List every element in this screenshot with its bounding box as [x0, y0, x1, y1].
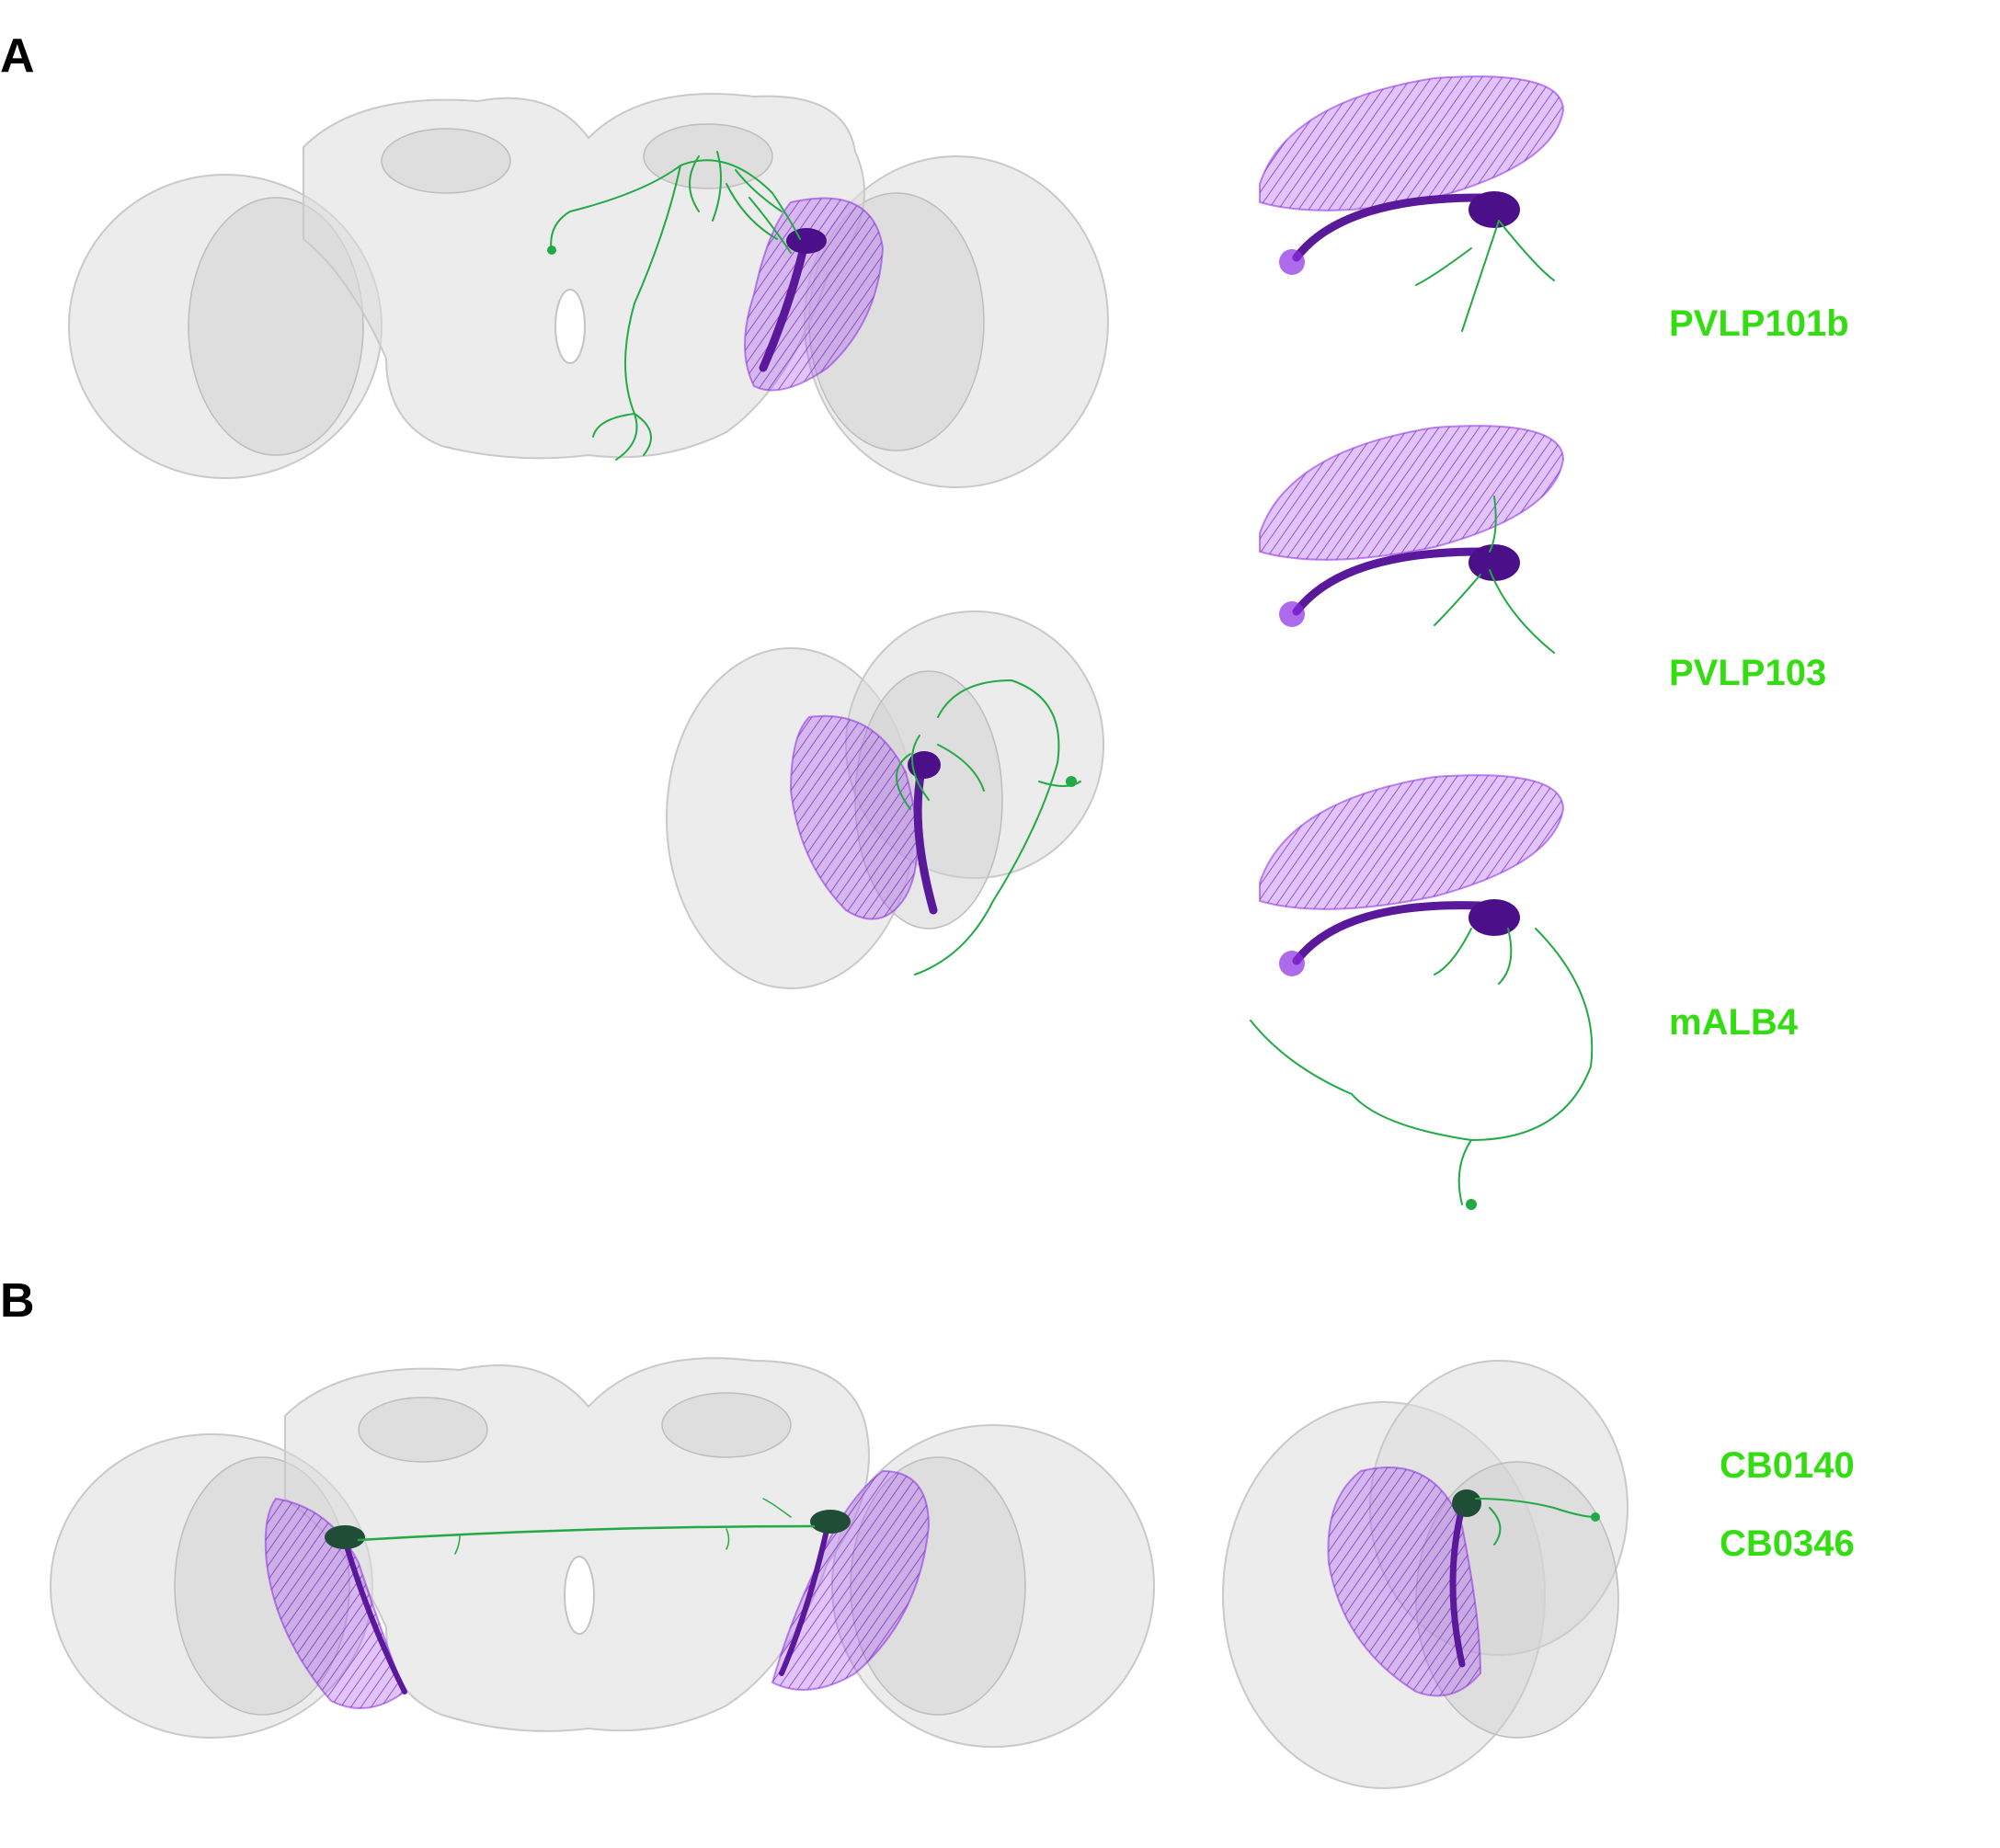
panel-a-letter: A	[0, 29, 35, 83]
b-left-purple-tract	[342, 1537, 407, 1694]
b-commissure	[357, 1524, 816, 1542]
panel-b-frontal-brain	[50, 1357, 1155, 1748]
b-right-glomerulus	[810, 1510, 851, 1534]
b-right-lobula-arbor	[771, 1469, 931, 1691]
lateral-green-neuron	[896, 679, 1081, 975]
purple-projection-tract	[759, 239, 809, 372]
lateral-purple-glomerulus	[908, 751, 941, 779]
label-cb0140: CB0140	[1720, 1445, 1855, 1486]
label-malb4: mALB4	[1669, 1002, 1799, 1043]
label-pvlp101b: PVLP101b	[1669, 303, 1849, 344]
mushroom-body-right	[643, 123, 773, 189]
lateral-lobula-arbor	[789, 714, 919, 920]
b-lateral-purple-tract	[1449, 1504, 1466, 1668]
green-soma	[547, 245, 556, 255]
panel-b-lateral-brain	[1222, 1360, 1629, 1789]
b-lateral-glomerulus	[1452, 1489, 1481, 1517]
lateral-green-soma	[1066, 776, 1077, 787]
b-right-purple-tract	[779, 1523, 830, 1676]
label-cb0346: CB0346	[1720, 1523, 1855, 1564]
left-medulla	[188, 197, 364, 456]
b-lateral-arbor	[1327, 1466, 1482, 1697]
panel-b-letter: B	[0, 1274, 35, 1328]
esophageal-foramen	[554, 289, 586, 364]
b-commissure-branches	[454, 1498, 792, 1555]
neuron-recon-2	[1259, 425, 1565, 654]
b-mushroom-body-left	[358, 1397, 488, 1463]
b-esophageal-foramen	[564, 1556, 595, 1635]
label-pvlp103: PVLP103	[1669, 653, 1826, 693]
b-lateral-green-neuron	[1475, 1498, 1596, 1546]
neuron-recon-3	[1250, 774, 1594, 1210]
b-mushroom-body-right	[661, 1392, 792, 1458]
b-lateral-green-soma	[1591, 1512, 1600, 1522]
b-left-glomerulus	[325, 1525, 365, 1549]
panel-a-lateral-brain	[666, 610, 1104, 989]
purple-glomerulus	[786, 228, 827, 254]
mushroom-body-left	[381, 128, 511, 194]
lobula-arbor	[744, 197, 885, 392]
panel-a-frontal-brain	[68, 93, 1109, 488]
neuron-recon-1	[1259, 75, 1565, 332]
green-neuron	[550, 151, 801, 461]
